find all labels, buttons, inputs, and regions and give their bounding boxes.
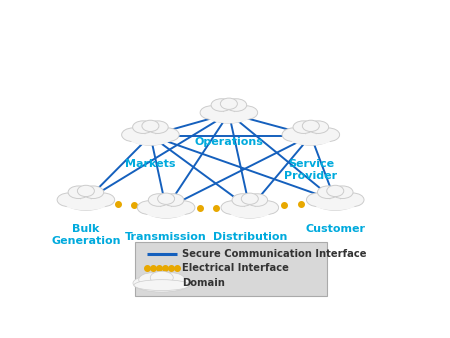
Ellipse shape bbox=[327, 185, 344, 197]
Ellipse shape bbox=[139, 273, 166, 287]
Ellipse shape bbox=[130, 127, 171, 145]
Ellipse shape bbox=[158, 273, 185, 287]
Ellipse shape bbox=[220, 98, 238, 110]
Text: Customer: Customer bbox=[305, 224, 365, 234]
Ellipse shape bbox=[156, 128, 179, 142]
Ellipse shape bbox=[146, 207, 186, 218]
Ellipse shape bbox=[293, 121, 314, 134]
Ellipse shape bbox=[221, 201, 245, 215]
Ellipse shape bbox=[208, 105, 250, 123]
Ellipse shape bbox=[241, 193, 258, 204]
FancyBboxPatch shape bbox=[135, 242, 327, 296]
Ellipse shape bbox=[315, 199, 356, 210]
Ellipse shape bbox=[226, 99, 247, 111]
Ellipse shape bbox=[147, 121, 168, 134]
Ellipse shape bbox=[68, 186, 89, 198]
Ellipse shape bbox=[302, 120, 320, 131]
Ellipse shape bbox=[133, 121, 153, 134]
Ellipse shape bbox=[230, 207, 270, 218]
Ellipse shape bbox=[200, 106, 224, 120]
Ellipse shape bbox=[158, 193, 175, 204]
Ellipse shape bbox=[314, 193, 356, 210]
Ellipse shape bbox=[133, 274, 190, 292]
Ellipse shape bbox=[209, 112, 249, 123]
Ellipse shape bbox=[163, 194, 184, 206]
Ellipse shape bbox=[57, 193, 81, 207]
Ellipse shape bbox=[291, 134, 331, 145]
Ellipse shape bbox=[171, 201, 195, 215]
Ellipse shape bbox=[341, 193, 364, 207]
Ellipse shape bbox=[306, 193, 330, 207]
Ellipse shape bbox=[83, 186, 104, 198]
Ellipse shape bbox=[150, 271, 173, 284]
Text: Bulk
Generation: Bulk Generation bbox=[51, 224, 121, 246]
Ellipse shape bbox=[91, 193, 115, 207]
Ellipse shape bbox=[282, 128, 306, 142]
Ellipse shape bbox=[332, 186, 353, 198]
Ellipse shape bbox=[122, 128, 145, 142]
Ellipse shape bbox=[134, 280, 189, 291]
Ellipse shape bbox=[308, 121, 328, 134]
Ellipse shape bbox=[66, 199, 106, 210]
Ellipse shape bbox=[229, 200, 271, 218]
Text: Secure Communication Interface: Secure Communication Interface bbox=[182, 249, 366, 259]
Ellipse shape bbox=[77, 185, 94, 197]
Ellipse shape bbox=[316, 128, 340, 142]
Ellipse shape bbox=[65, 193, 107, 210]
Ellipse shape bbox=[137, 201, 161, 215]
Text: Transmission: Transmission bbox=[125, 232, 207, 242]
Ellipse shape bbox=[232, 194, 253, 206]
Ellipse shape bbox=[145, 200, 187, 218]
Ellipse shape bbox=[130, 134, 171, 145]
Text: Distribution: Distribution bbox=[212, 232, 287, 242]
Ellipse shape bbox=[211, 99, 232, 111]
Text: Markets: Markets bbox=[125, 159, 176, 169]
Text: Electrical Interface: Electrical Interface bbox=[182, 263, 289, 273]
Ellipse shape bbox=[234, 106, 258, 120]
Text: Service
Provider: Service Provider bbox=[284, 159, 338, 180]
Text: Operations: Operations bbox=[194, 137, 263, 147]
Ellipse shape bbox=[142, 120, 159, 131]
Ellipse shape bbox=[290, 127, 332, 145]
Ellipse shape bbox=[247, 194, 268, 206]
Ellipse shape bbox=[317, 186, 338, 198]
Ellipse shape bbox=[255, 201, 279, 215]
Text: Domain: Domain bbox=[182, 278, 225, 288]
Ellipse shape bbox=[148, 194, 169, 206]
